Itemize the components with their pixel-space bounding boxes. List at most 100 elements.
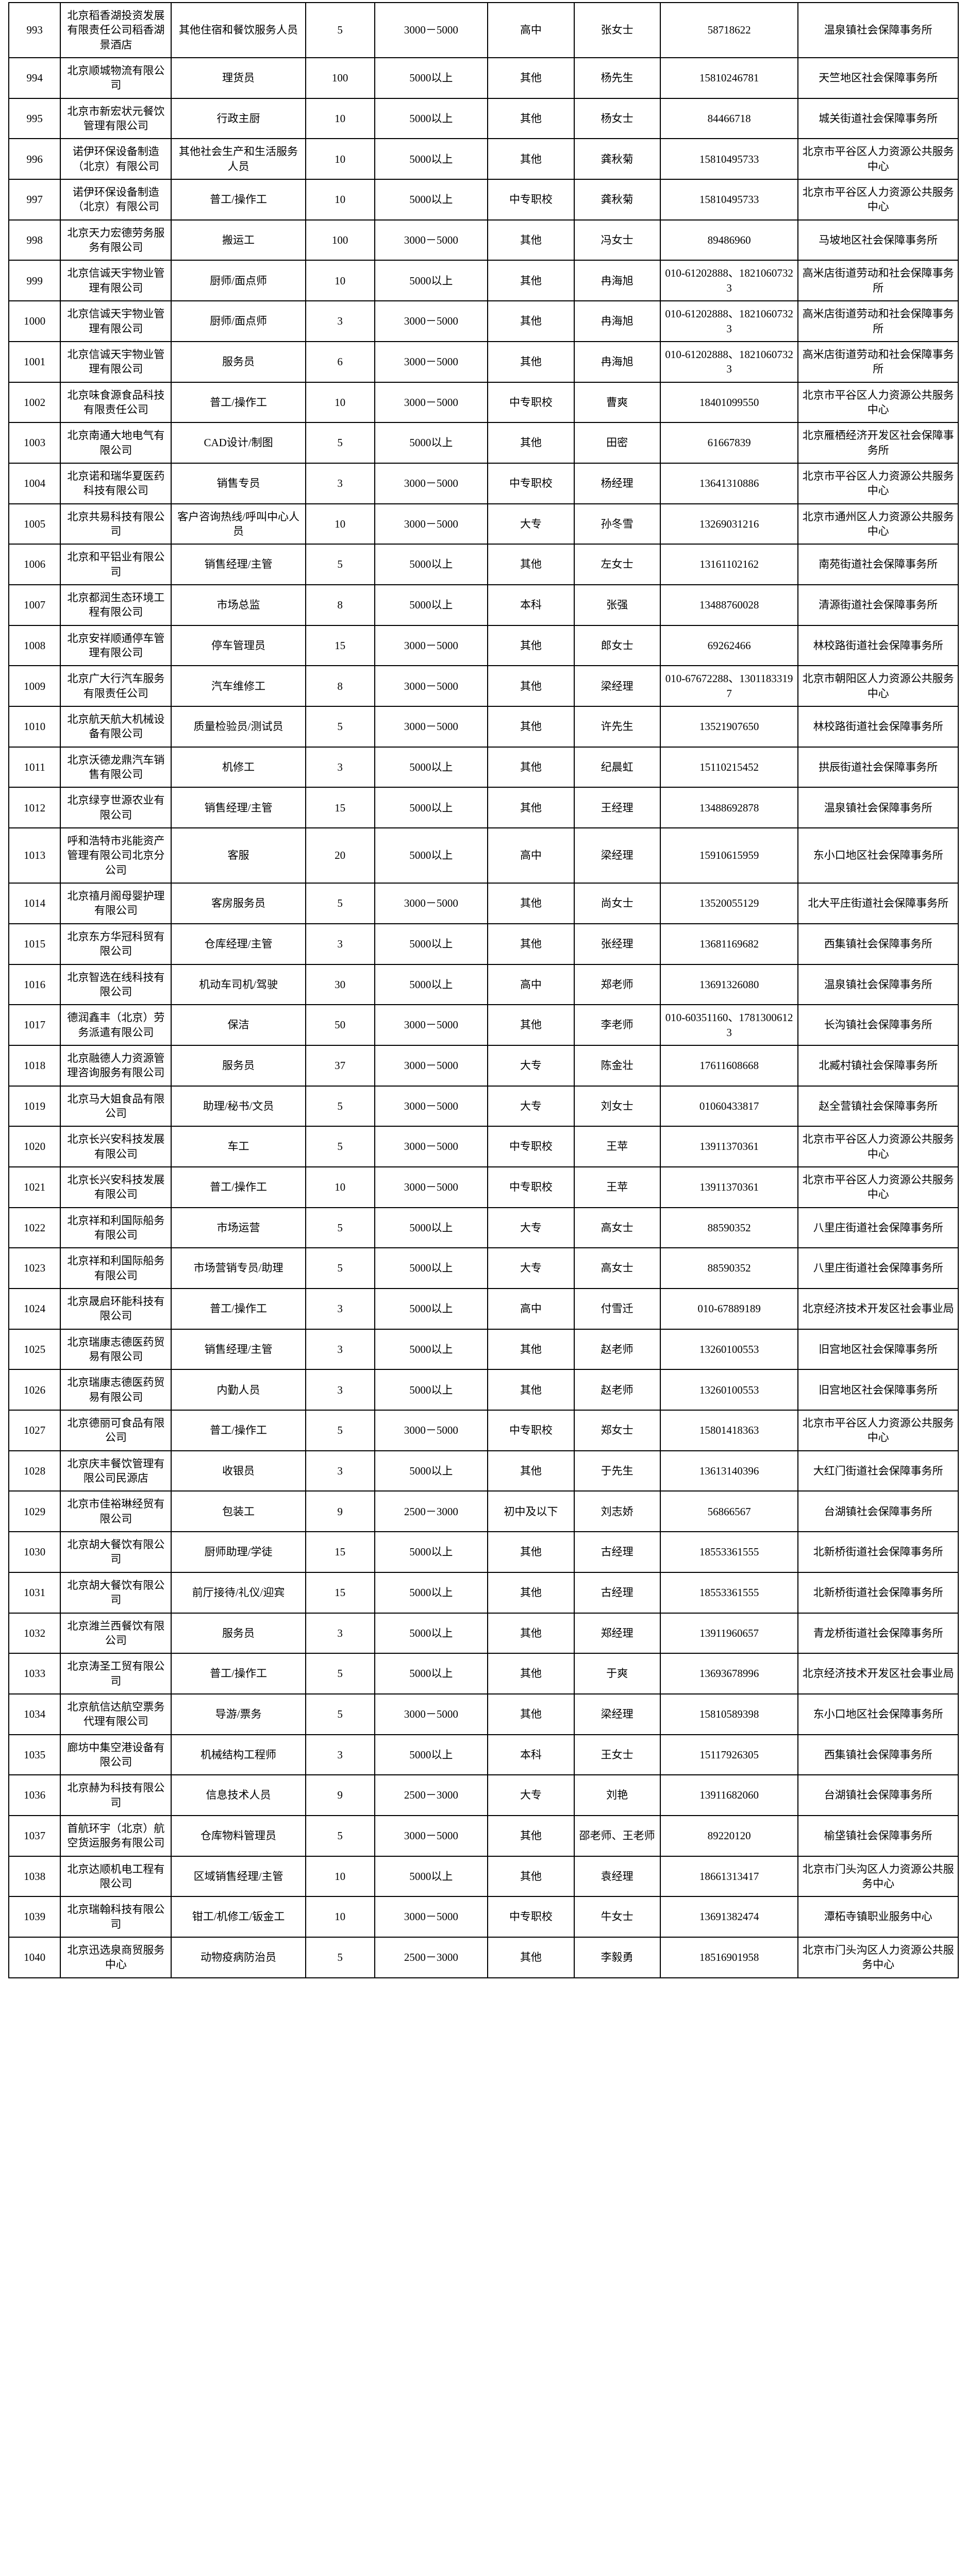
contact-phone: 13691326080 — [659, 963, 799, 1006]
row-index: 1015 — [8, 923, 61, 965]
salary-range: 3000－5000 — [374, 341, 489, 383]
headcount: 3 — [305, 1369, 375, 1411]
salary-range: 2500－3000 — [374, 1937, 489, 1978]
row-index: 996 — [8, 138, 61, 180]
job-title: 机修工 — [171, 746, 306, 788]
salary-range: 3000－5000 — [374, 2, 489, 59]
row-index: 1025 — [8, 1328, 61, 1370]
job-title: 仓库物料管理员 — [171, 1815, 306, 1857]
contact-person: 杨先生 — [573, 57, 661, 99]
job-title: CAD设计/制图 — [171, 422, 306, 464]
row-index: 1010 — [8, 706, 61, 748]
job-title: 助理/秘书/文员 — [171, 1085, 306, 1127]
contact-phone: 18553361555 — [659, 1571, 799, 1614]
row-index: 1037 — [8, 1815, 61, 1857]
row-index: 1006 — [8, 544, 61, 585]
contact-phone: 18553361555 — [659, 1531, 799, 1573]
contact-person: 王苹 — [573, 1126, 661, 1167]
contact-phone: 69262466 — [659, 624, 799, 667]
headcount: 3 — [305, 1328, 375, 1370]
company-name: 北京信诚天宇物业管理有限公司 — [60, 300, 172, 342]
publishing-organization: 台湖镇社会保障事务所 — [797, 1490, 959, 1533]
salary-range: 5000以上 — [374, 1855, 489, 1897]
education-requirement: 中专职校 — [487, 462, 575, 504]
table-row: 1012 北京绿亨世源农业有限公司 销售经理/主管 15 5000以上 其他 王经理 1348… — [8, 787, 959, 829]
salary-range: 5000以上 — [374, 1653, 489, 1694]
contact-phone: 010-67672288、13011833197 — [659, 665, 799, 707]
table-row: 1039 北京瑞翰科技有限公司 钳工/机修工/钣金工 10 3000－5000 中专职校牛… — [8, 1896, 959, 1938]
publishing-organization: 八里庄街道社会保障事务所 — [797, 1207, 959, 1249]
contact-person: 刘女士 — [573, 1085, 661, 1127]
education-requirement: 其他 — [487, 1328, 575, 1370]
education-requirement: 本科 — [487, 1734, 575, 1776]
company-name: 北京绿亨世源农业有限公司 — [60, 787, 172, 829]
publishing-organization: 东小口地区社会保障事务所 — [797, 827, 959, 884]
education-requirement: 本科 — [487, 584, 575, 626]
contact-person: 张经理 — [573, 923, 661, 965]
salary-range: 5000以上 — [374, 1612, 489, 1654]
publishing-organization: 榆垡镇社会保障事务所 — [797, 1815, 959, 1857]
contact-person: 冉海旭 — [573, 300, 661, 342]
table-row: 1040 北京迅选泉商贸服务中心 动物疫病防治员 5 2500－3000 其他 李毅勇 185… — [8, 1937, 959, 1978]
table-row: 1026 北京瑞康志德医药贸易有限公司 内勤人员 3 5000以上 其他 赵老师 132601… — [8, 1369, 959, 1411]
table-row: 1006 北京和平铝业有限公司 销售经理/主管 5 5000以上 其他 左女士 1316110… — [8, 544, 959, 585]
salary-range: 5000以上 — [374, 179, 489, 221]
job-title: 客房服务员 — [171, 883, 306, 924]
contact-person: 郑老师 — [573, 963, 661, 1006]
headcount: 37 — [305, 1044, 375, 1087]
contact-person: 古经理 — [573, 1571, 661, 1614]
education-requirement: 大专 — [487, 1044, 575, 1087]
contact-phone: 18516901958 — [659, 1937, 799, 1978]
headcount: 3 — [305, 746, 375, 788]
publishing-organization: 北京经济技术开发区社会事业局 — [797, 1653, 959, 1694]
publishing-organization: 北京市平谷区人力资源公共服务中心 — [797, 138, 959, 180]
company-name: 首航环宇（北京）航空货运服务有限公司 — [60, 1815, 172, 1857]
contact-person: 赵老师 — [573, 1369, 661, 1411]
contact-phone: 13269031216 — [659, 503, 799, 545]
job-title: 其他社会生产和生活服务人员 — [171, 138, 306, 180]
company-name: 北京顺城物流有限公司 — [60, 57, 172, 99]
table-row: 1009 北京广大行汽车服务有限责任公司 汽车维修工 8 3000－5000 其他 梁经理 0… — [8, 665, 959, 707]
contact-phone: 13911370361 — [659, 1126, 799, 1167]
education-requirement: 其他 — [487, 883, 575, 924]
contact-phone: 010-60351160、17813006123 — [659, 1004, 799, 1046]
company-name: 北京共易科技有限公司 — [60, 503, 172, 545]
headcount: 9 — [305, 1774, 375, 1816]
job-title: 销售经理/主管 — [171, 787, 306, 829]
job-title: 内勤人员 — [171, 1369, 306, 1411]
company-name: 北京胡大餐饮有限公司 — [60, 1571, 172, 1614]
education-requirement: 高中 — [487, 827, 575, 884]
salary-range: 3000－5000 — [374, 1166, 489, 1208]
job-title: 停车管理员 — [171, 624, 306, 667]
contact-person: 古经理 — [573, 1531, 661, 1573]
headcount: 100 — [305, 219, 375, 261]
table-row: 996 诺伊环保设备制造（北京）有限公司 其他社会生产和生活服务人员 10 5000以上… — [8, 138, 959, 180]
company-name: 北京长兴安科技发展有限公司 — [60, 1126, 172, 1167]
contact-person: 尚女士 — [573, 883, 661, 924]
job-title: 客户咨询热线/呼叫中心人员 — [171, 503, 306, 545]
contact-person: 李毅勇 — [573, 1937, 661, 1978]
education-requirement: 其他 — [487, 57, 575, 99]
company-name: 诺伊环保设备制造（北京）有限公司 — [60, 138, 172, 180]
headcount: 10 — [305, 381, 375, 423]
company-name: 北京都润生态环境工程有限公司 — [60, 584, 172, 626]
education-requirement: 高中 — [487, 1288, 575, 1330]
table-row: 1022 北京祥和利国际船务有限公司 市场运营 5 5000以上 大专 高女士 8859035… — [8, 1207, 959, 1249]
contact-person: 于先生 — [573, 1450, 661, 1492]
job-title: 厨师助理/学徒 — [171, 1531, 306, 1573]
salary-range: 3000－5000 — [374, 503, 489, 545]
job-title: 钳工/机修工/钣金工 — [171, 1896, 306, 1938]
table-row: 1037 首航环宇（北京）航空货运服务有限公司 仓库物料管理员 5 3000－5000 其… — [8, 1815, 959, 1857]
headcount: 10 — [305, 260, 375, 302]
salary-range: 5000以上 — [374, 1328, 489, 1370]
company-name: 北京智选在线科技有限公司 — [60, 963, 172, 1006]
company-name: 北京天力宏德劳务服务有限公司 — [60, 219, 172, 261]
company-name: 北京庆丰餐饮管理有限公司民源店 — [60, 1450, 172, 1492]
contact-phone: 88590352 — [659, 1247, 799, 1289]
table-row: 1016 北京智选在线科技有限公司 机动车司机/驾驶 30 5000以上 高中 郑老师 136… — [8, 963, 959, 1006]
contact-person: 邵老师、王老师 — [573, 1815, 661, 1857]
table-row: 1018 北京融德人力资源管理咨询服务有限公司 服务员 37 3000－5000 大专 陈金… — [8, 1044, 959, 1087]
job-title: 理货员 — [171, 57, 306, 99]
row-index: 1019 — [8, 1085, 61, 1127]
contact-phone: 13641310886 — [659, 462, 799, 504]
